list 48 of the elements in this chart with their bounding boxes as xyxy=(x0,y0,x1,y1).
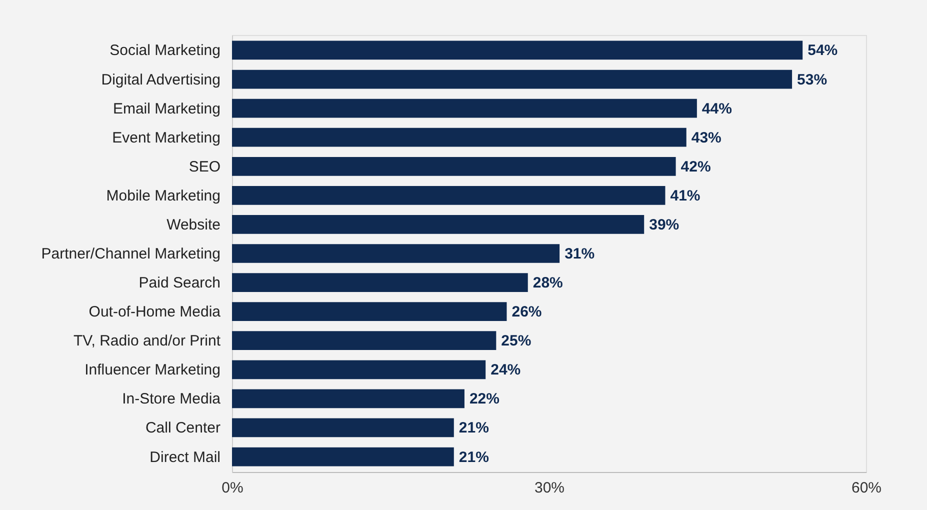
data-label: 28% xyxy=(532,274,563,292)
data-label: 24% xyxy=(490,362,521,379)
data-label: 22% xyxy=(469,390,500,408)
y-tick-label: Email Marketing xyxy=(112,100,220,118)
y-tick-label: In-Store Media xyxy=(122,390,222,408)
y-tick-label: Direct Mail xyxy=(150,448,220,466)
y-tick-label: Paid Search xyxy=(138,274,220,292)
y-tick-label: SEO xyxy=(188,158,220,176)
bar xyxy=(232,244,560,263)
data-label: 31% xyxy=(564,246,595,262)
data-label: 41% xyxy=(670,187,700,204)
data-label: 42% xyxy=(680,158,711,176)
bar xyxy=(232,70,792,89)
bar xyxy=(232,389,464,408)
data-label: 21% xyxy=(458,420,489,437)
data-label: 26% xyxy=(512,304,542,321)
bar xyxy=(232,447,454,466)
y-tick-label: Digital Advertising xyxy=(101,71,220,88)
y-tick-label: Influencer Marketing xyxy=(84,362,220,379)
data-label: 25% xyxy=(501,332,532,350)
data-label: 39% xyxy=(649,216,680,234)
bar xyxy=(232,215,644,234)
x-tick-label: 0% xyxy=(222,480,244,496)
data-label: 44% xyxy=(702,100,732,118)
y-tick-label: Partner/Channel Marketing xyxy=(41,246,220,262)
bar xyxy=(232,128,686,147)
data-label: 43% xyxy=(691,129,722,146)
bar xyxy=(232,331,496,350)
y-tick-label: TV, Radio and/or Print xyxy=(73,332,222,350)
bar xyxy=(232,360,486,380)
y-tick-label: Social Marketing xyxy=(110,42,220,60)
bar xyxy=(232,418,454,438)
bar xyxy=(232,98,697,118)
x-tick-label: 30% xyxy=(534,480,565,496)
bar xyxy=(232,156,676,176)
data-label: 54% xyxy=(808,42,838,60)
bar xyxy=(232,302,507,322)
y-tick-label: Call Center xyxy=(145,420,221,437)
y-tick-label: Out-of-Home Media xyxy=(88,304,222,321)
bar xyxy=(232,273,528,292)
y-tick-label: Event Marketing xyxy=(112,129,220,146)
data-label: 53% xyxy=(797,71,828,88)
bar xyxy=(232,186,666,205)
bar xyxy=(232,40,803,60)
x-tick-label: 60% xyxy=(851,480,882,496)
y-tick-label: Website xyxy=(166,216,220,234)
data-label: 21% xyxy=(458,448,489,466)
y-tick-label: Mobile Marketing xyxy=(106,187,220,204)
